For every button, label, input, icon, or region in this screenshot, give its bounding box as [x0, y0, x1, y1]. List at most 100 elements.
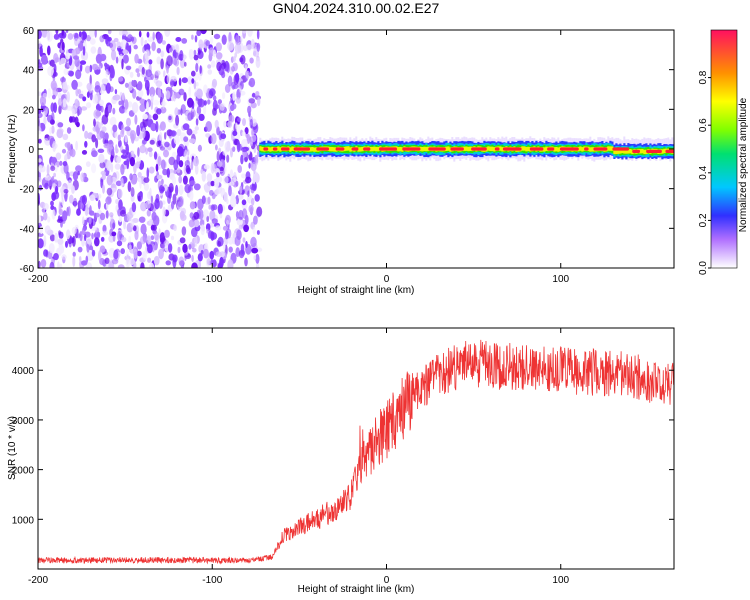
noise-blob: [245, 243, 252, 255]
noise-blob: [51, 192, 57, 202]
colorbar-tick-label: 0.2: [698, 213, 709, 227]
noise-blob: [77, 171, 80, 176]
noise-blob: [191, 34, 194, 40]
noise-blob: [131, 36, 135, 42]
noise-blob: [128, 244, 132, 250]
noise-blob: [159, 121, 166, 131]
noise-blob: [210, 231, 215, 241]
carrier-peak: [363, 147, 371, 151]
x-tick-label: -100: [202, 274, 222, 285]
noise-blob: [160, 50, 165, 58]
noise-blob: [71, 185, 75, 194]
noise-blob: [133, 248, 138, 260]
noise-blob: [198, 39, 204, 49]
carrier-core: [555, 147, 558, 152]
noise-blob: [248, 204, 254, 213]
noise-blob: [194, 163, 199, 175]
noise-blob: [132, 225, 137, 232]
noise-blob: [98, 122, 103, 129]
noise-blob: [132, 88, 137, 99]
noise-blob: [242, 30, 247, 34]
noise-blob: [47, 135, 55, 141]
noise-blob: [156, 140, 160, 148]
noise-blob: [235, 180, 239, 187]
noise-blob: [79, 230, 83, 242]
noise-blob: [86, 82, 92, 91]
noise-blob: [171, 200, 175, 210]
noise-blob: [214, 189, 220, 195]
noise-blob: [57, 261, 60, 268]
carrier-core: [313, 147, 316, 152]
carrier-core: [277, 146, 280, 151]
carrier-core: [623, 149, 626, 154]
noise-blob: [232, 62, 238, 72]
noise-blob: [38, 238, 44, 249]
spectrogram-y-axis-label: Frequency (Hz): [7, 115, 18, 184]
noise-blob: [112, 124, 118, 133]
noise-blob: [251, 247, 259, 254]
noise-blob: [244, 257, 248, 267]
noise-blob: [145, 200, 151, 209]
carrier-core: [373, 146, 376, 151]
noise-blob: [217, 203, 223, 215]
colorbar-ticks: 0.0 0.2 0.4 0.6 0.8: [698, 70, 711, 275]
noise-blob: [76, 233, 81, 239]
noise-blob: [187, 112, 193, 121]
noise-blob: [135, 68, 140, 73]
noise-blob: [247, 30, 253, 37]
carrier-core: [643, 149, 646, 155]
carrier-core: [489, 146, 492, 151]
noise-blob: [242, 237, 246, 243]
snr-y-axis-label: SNR (10 * v/v): [7, 416, 18, 480]
noise-blob: [133, 44, 138, 50]
noise-blob: [168, 115, 172, 121]
noise-blob: [99, 245, 106, 253]
noise-blob: [153, 151, 158, 160]
noise-blob: [100, 236, 105, 242]
noise-blob: [43, 249, 48, 257]
noise-blob: [81, 194, 87, 205]
noise-blob: [44, 137, 49, 144]
noise-blob: [124, 82, 129, 88]
noise-blob: [101, 114, 109, 125]
noise-blob: [150, 123, 157, 132]
noise-blob: [178, 256, 185, 267]
noise-blob: [104, 132, 109, 141]
noise-blob: [203, 164, 210, 170]
noise-blob: [210, 36, 214, 45]
noise-blob: [255, 91, 260, 97]
carrier-core: [521, 146, 524, 151]
noise-blob: [177, 246, 181, 254]
noise-blob: [91, 134, 96, 143]
carrier-core: [449, 147, 452, 152]
noise-blob: [140, 223, 147, 235]
noise-blob: [95, 53, 103, 64]
noise-blob: [78, 256, 82, 262]
noise-blob: [241, 173, 247, 179]
noise-blob: [111, 149, 115, 156]
noise-blob: [237, 117, 242, 123]
noise-blob: [166, 168, 170, 178]
noise-blob: [149, 187, 152, 198]
noise-blob: [98, 250, 102, 262]
noise-blob: [117, 134, 121, 142]
noise-blob: [137, 195, 141, 202]
noise-blob: [70, 148, 76, 158]
noise-blob: [248, 98, 256, 104]
noise-blob: [117, 230, 122, 242]
carrier-core: [625, 149, 628, 154]
noise-blob: [217, 262, 223, 268]
noise-blob: [239, 185, 243, 195]
noise-blob: [176, 128, 182, 137]
noise-blob: [229, 169, 234, 179]
noise-blob: [243, 224, 250, 233]
noise-blob: [228, 32, 232, 44]
noise-blob: [166, 55, 173, 67]
noise-blob: [188, 243, 192, 250]
noise-blob: [63, 188, 69, 194]
noise-blob: [109, 116, 117, 126]
noise-blob: [175, 44, 180, 53]
noise-blob: [109, 212, 114, 218]
noise-blob: [170, 235, 175, 241]
carrier-core: [627, 149, 630, 154]
